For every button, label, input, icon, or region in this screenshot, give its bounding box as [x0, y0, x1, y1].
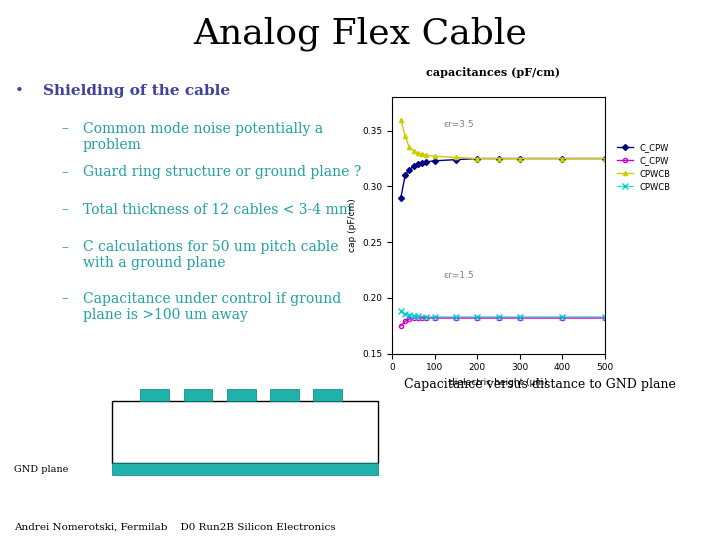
Text: Andrei Nomerotski, Fermilab    D0 Run2B Silicon Electronics: Andrei Nomerotski, Fermilab D0 Run2B Sil… [14, 523, 336, 532]
Text: Common mode noise potentially a
problem: Common mode noise potentially a problem [83, 122, 323, 152]
Bar [112, 401, 378, 463]
Text: capacitances (pF/cm): capacitances (pF/cm) [426, 68, 560, 78]
Text: Total thickness of 12 cables < 3-4 mm: Total thickness of 12 cables < 3-4 mm [83, 202, 352, 217]
Text: GND plane: GND plane [14, 465, 69, 474]
Bar [270, 389, 299, 401]
Bar [184, 389, 212, 401]
Text: C calculations for 50 um pitch cable
with a ground plane: C calculations for 50 um pitch cable wit… [83, 240, 338, 271]
Bar [313, 389, 342, 401]
Text: Capacitance under control if ground
plane is >100 um away: Capacitance under control if ground plan… [83, 292, 341, 322]
Text: Guard ring structure or ground plane ?: Guard ring structure or ground plane ? [83, 165, 361, 179]
Text: •: • [14, 84, 23, 98]
Text: Shielding of the cable: Shielding of the cable [43, 84, 230, 98]
Text: Analog Flex Cable: Analog Flex Cable [193, 16, 527, 51]
Bar [140, 389, 169, 401]
Legend: C_CPW, C_CPW, CPWCB, CPWCB: C_CPW, C_CPW, CPWCB, CPWCB [613, 140, 674, 195]
Text: –: – [61, 165, 68, 179]
Y-axis label: cap (pF/cm): cap (pF/cm) [348, 199, 357, 252]
Text: εr=3.5: εr=3.5 [444, 120, 474, 129]
Text: Capacitance versus distance to GND plane: Capacitance versus distance to GND plane [404, 378, 676, 391]
Text: –: – [61, 240, 68, 254]
Text: –: – [61, 202, 68, 217]
Bar [112, 463, 378, 475]
X-axis label: dielectric height (μm): dielectric height (μm) [449, 378, 548, 387]
Bar [227, 389, 256, 401]
Text: –: – [61, 292, 68, 306]
Text: εr=1.5: εr=1.5 [444, 271, 474, 280]
Text: –: – [61, 122, 68, 136]
